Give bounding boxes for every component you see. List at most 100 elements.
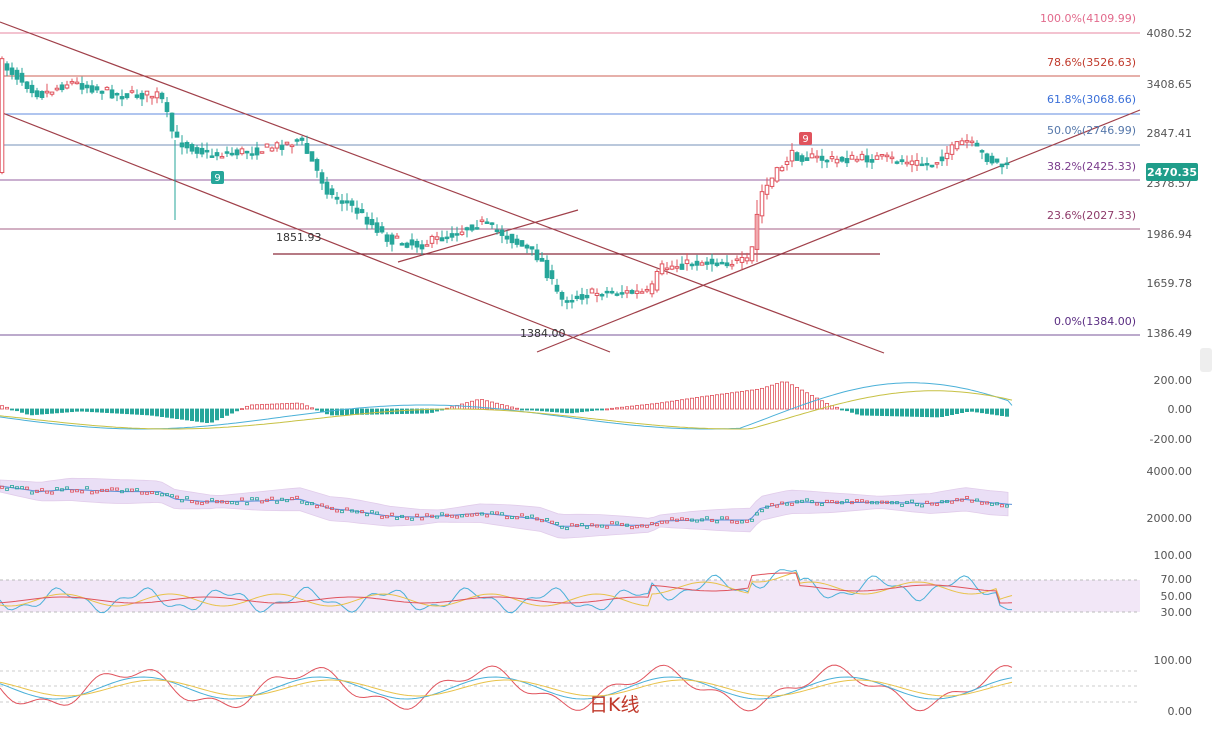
macd-dea-line (0, 390, 1013, 430)
candle-body (749, 246, 755, 262)
boll-candle (425, 513, 429, 517)
macd-histogram-bar (835, 406, 840, 410)
candle-body (519, 240, 525, 247)
macd-histogram-bar (0, 405, 4, 410)
boll-candle (885, 500, 889, 504)
boll-candle (670, 517, 674, 521)
boll-candle (340, 510, 344, 514)
boll-candle (405, 516, 409, 520)
macd-histogram-bar (1000, 408, 1005, 416)
boll-candle (835, 500, 839, 504)
macd-histogram-bar (575, 408, 580, 413)
macd-histogram-bar (560, 408, 565, 413)
macd-histogram-bar (364, 408, 369, 415)
macd-histogram-bar (9, 408, 14, 411)
macd-histogram-bar (875, 408, 880, 416)
candle-body (474, 227, 480, 230)
candle-body (99, 90, 105, 94)
boll-candle (285, 499, 289, 503)
boll-candle (755, 512, 759, 516)
macd-histogram-bar (600, 408, 605, 411)
candle-body (779, 166, 785, 172)
macd-histogram-bar (45, 408, 50, 415)
macd-histogram-bar (780, 381, 785, 410)
candle-body (629, 290, 635, 294)
boll-candle (560, 525, 564, 529)
boll-candle (170, 494, 174, 498)
boll-candle (690, 518, 694, 522)
macd-histogram-bar (184, 408, 189, 421)
macd-histogram-bar (895, 408, 900, 417)
boll-candle (795, 500, 799, 504)
macd-histogram-bar (179, 408, 184, 420)
macd-histogram-bar (740, 390, 745, 410)
candle-body (809, 153, 815, 159)
candle-body (914, 160, 920, 166)
macd-histogram-bar (935, 408, 940, 418)
boll-candle (395, 516, 399, 520)
candle-body (134, 94, 140, 98)
candle-body (364, 216, 370, 225)
candle-body (239, 148, 245, 155)
fib-label: 0.0%(1384.00) (1054, 315, 1136, 328)
boll-candle (615, 521, 619, 525)
macd-histogram-bar (29, 408, 34, 416)
boll-candle (470, 513, 474, 517)
macd-histogram-bar (955, 408, 960, 414)
macd-histogram-bar (625, 406, 630, 410)
candle-body (149, 95, 155, 99)
macd-histogram-bar (540, 408, 545, 412)
macd-histogram-bar (720, 393, 725, 410)
boll-candle (200, 502, 204, 506)
macd-histogram-bar (234, 408, 239, 412)
boll-candle (925, 500, 929, 504)
boll-candle (770, 503, 774, 507)
candle-body (504, 235, 510, 240)
candle-body (889, 156, 895, 160)
candle-body (769, 177, 775, 187)
boll-candle (375, 511, 379, 515)
boll-candle (955, 498, 959, 502)
candle-body (159, 92, 165, 100)
macd-histogram-bar (55, 408, 60, 414)
boll-candle (130, 488, 134, 492)
boll-candle (780, 501, 784, 505)
candle-body (344, 200, 350, 204)
macd-histogram-bar (499, 404, 504, 410)
candle-body (919, 163, 925, 167)
macd-tick-label: -200.00 (1150, 433, 1192, 446)
boll-candle (715, 520, 719, 524)
macd-histogram-bar (885, 408, 890, 417)
boll-candle (135, 488, 139, 492)
candle-body (309, 151, 315, 162)
macd-histogram-bar (259, 404, 264, 410)
boll-candle (985, 501, 989, 505)
boll-candle (365, 513, 369, 517)
fib-label: 50.0%(2746.99) (1047, 124, 1136, 137)
boll-candle (975, 498, 979, 502)
macd-histogram-bar (945, 408, 950, 416)
boll-candle (290, 497, 294, 501)
macd-histogram-bar (905, 408, 910, 417)
boll-candle (880, 500, 884, 504)
macd-histogram-bar (640, 404, 645, 410)
boll-candle (460, 514, 464, 518)
rsi-slow-line (0, 572, 1013, 604)
macd-histogram-bar (595, 408, 600, 411)
candle-body (999, 163, 1005, 168)
boll-candle (760, 509, 764, 513)
candle-body (249, 153, 255, 156)
candle-body (564, 300, 570, 303)
panel-resize-handle[interactable] (1200, 348, 1212, 372)
candle-body (784, 161, 790, 166)
boll-candle (310, 502, 314, 506)
boll-candle (390, 512, 394, 516)
candle-body (339, 200, 345, 204)
candle-body (744, 257, 750, 262)
candle-body (219, 156, 225, 159)
boll-candle (65, 486, 69, 490)
macd-histogram-bar (565, 408, 570, 414)
candle-body (459, 231, 465, 235)
macd-histogram-bar (269, 403, 274, 410)
